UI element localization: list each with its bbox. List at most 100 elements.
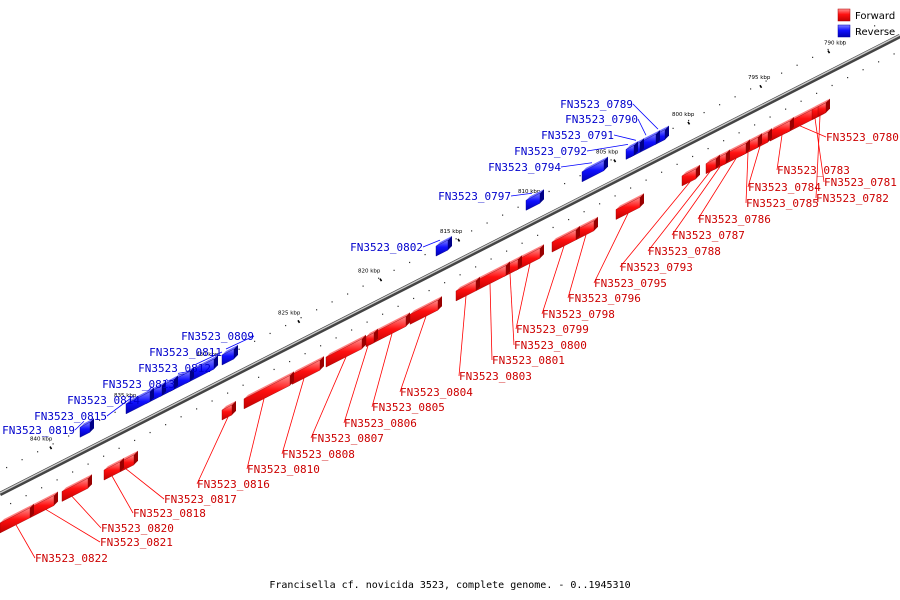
leader-lines (15, 103, 827, 559)
axis-minor-dot (68, 435, 70, 437)
gene-side-face (656, 130, 660, 145)
axis-minor-dot (517, 206, 519, 208)
gene-fn3523-0792[interactable] (625, 141, 638, 160)
gene-front-face (243, 375, 291, 410)
gene-fn3523-0807[interactable] (325, 334, 366, 368)
gene-fn3523-0821[interactable] (29, 491, 58, 519)
gene-fn3523-0809[interactable] (221, 344, 238, 366)
gene-side-face (150, 387, 154, 402)
axis-minor-dot (672, 127, 674, 129)
leader-line (343, 345, 369, 424)
gene-side-face (640, 138, 644, 153)
axis-minor-dot (750, 88, 752, 90)
gene-fn3523-0794[interactable] (581, 156, 608, 183)
axis-minor-dot (227, 392, 229, 394)
axis-minor-dot (630, 187, 632, 189)
gene-label: FN3523_0786 (698, 213, 771, 226)
gene-fn3523-0788[interactable] (705, 154, 720, 175)
axis-minor-dot (428, 289, 430, 292)
gene-fn3523-0797[interactable] (525, 189, 544, 211)
gene-fn3523-0804[interactable] (409, 296, 442, 325)
gene-side-face (232, 400, 236, 415)
leader-line (15, 524, 36, 559)
axis-minor-dot (475, 266, 477, 268)
axis-minor-dot (843, 40, 845, 43)
gene-side-face (746, 139, 750, 154)
axis-minor-dot (444, 282, 446, 284)
gene-fn3523-0822[interactable] (0, 503, 34, 534)
gene-fn3523-0793[interactable] (681, 164, 700, 187)
gene-fn3523-0819[interactable] (79, 418, 94, 438)
axis-minor-dot (874, 25, 876, 27)
axis-minor-dot (300, 317, 302, 319)
gene-front-face (769, 120, 791, 142)
gene-fn3523-0805[interactable] (369, 312, 410, 346)
gene-fn3523-0801[interactable] (475, 261, 510, 292)
gene-label: FN3523_0803 (459, 370, 532, 383)
leader-line (510, 192, 533, 197)
axis-minor-dot (382, 313, 384, 315)
gene-side-face (362, 334, 366, 349)
axis-minor-dot (304, 353, 306, 355)
axis-minor-dot (254, 340, 256, 342)
gene-fn3523-0810[interactable] (243, 371, 294, 410)
gene-fn3523-0806[interactable] (365, 328, 378, 348)
gene-side-face (30, 503, 34, 518)
axis-minor-dot (56, 479, 58, 481)
axis-tick-label: 795 kbp (748, 75, 771, 81)
gene-fn3523-0808[interactable] (291, 356, 324, 385)
gene-top-face (818, 98, 830, 107)
axis-minor-dot (878, 61, 880, 63)
axis-tick-label: 800 kbp (672, 112, 695, 118)
leader-line (632, 103, 659, 130)
axis-tick-mark (379, 278, 383, 282)
legend-item-reverse: Reverse (837, 24, 895, 38)
gene-fn3523-0815[interactable] (125, 387, 154, 415)
gene-label: FN3523_0793 (620, 261, 693, 274)
gene-fn3523-0796[interactable] (575, 216, 598, 241)
gene-fn3523-0795[interactable] (615, 193, 644, 220)
gene-side-face (726, 149, 730, 164)
gene-top-face (222, 400, 236, 411)
legend-swatch-reverse (837, 24, 851, 38)
legend: Forward Reverse (837, 8, 895, 38)
leader-line (106, 395, 135, 417)
gene-label: FN3523_0818 (133, 507, 206, 520)
gene-side-face (120, 457, 124, 472)
leader-line (560, 162, 593, 168)
gene-side-face (448, 236, 452, 251)
leader-line (586, 144, 629, 152)
gene-fn3523-0818[interactable] (103, 457, 124, 481)
axis-tick-label: 790 kbp (824, 41, 847, 47)
gene-fn3523-0782[interactable] (817, 98, 830, 118)
gene-fn3523-0816[interactable] (221, 400, 236, 421)
leader-line (489, 283, 493, 361)
gene-fn3523-0803[interactable] (455, 276, 480, 302)
axis-tick-mark (759, 84, 763, 89)
gene-fn3523-0820[interactable] (61, 474, 92, 502)
axis-minor-dot (471, 230, 473, 232)
axis-minor-dot (800, 100, 802, 102)
gene-fn3523-0798[interactable] (551, 225, 580, 253)
gene-side-face (576, 225, 580, 240)
gene-fn3523-0783[interactable] (769, 116, 794, 142)
axis-minor-dot (858, 33, 860, 35)
gene-side-face (716, 154, 720, 169)
gene-label: FN3523_0781 (824, 176, 897, 189)
gene-fn3523-0802[interactable] (435, 236, 452, 257)
gene-label: FN3523_0821 (100, 536, 173, 549)
gene-side-face (438, 296, 442, 311)
axis-minor-dot (6, 466, 8, 469)
gene-side-face (88, 474, 92, 489)
axis-minor-dot (707, 147, 709, 150)
gene-top-face (770, 116, 794, 132)
axis-minor-dot (548, 190, 550, 193)
gene-top-face (126, 387, 154, 404)
axis-minor-dot (564, 182, 566, 185)
axis-minor-dot (335, 337, 337, 339)
leader-line (509, 273, 515, 346)
axis-minor-dot (413, 297, 415, 300)
axis-minor-dot (785, 108, 787, 110)
axis-minor-dot (568, 218, 570, 221)
